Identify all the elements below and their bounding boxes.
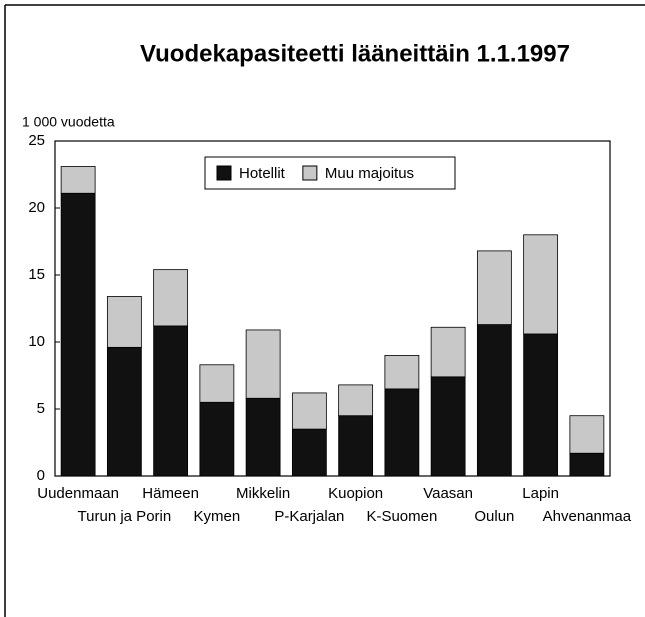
plot-frame xyxy=(54,140,611,477)
bar-segment xyxy=(384,388,420,477)
legend-label: Hotellit xyxy=(239,165,286,182)
x-tick-label: Mikkelin xyxy=(236,485,290,502)
bar-segment xyxy=(106,346,142,477)
bar-segment xyxy=(523,234,559,335)
bar-segment xyxy=(199,364,235,403)
bar-segment xyxy=(476,324,512,477)
y-tick-label: 25 xyxy=(28,132,45,149)
y-tick-label: 15 xyxy=(28,266,45,283)
bar-segment xyxy=(338,384,374,417)
bar-segment xyxy=(60,166,96,194)
x-tick-label: Ahvenanmaa xyxy=(543,508,632,525)
y-tick-label: 0 xyxy=(37,467,45,484)
x-tick-label: Kuopion xyxy=(328,485,383,502)
bar-segment xyxy=(476,250,512,325)
y-tick-label: 5 xyxy=(37,400,45,417)
bar-segment xyxy=(199,401,235,477)
bar-segment xyxy=(153,269,189,327)
y-tick-label: 20 xyxy=(28,199,45,216)
bar-segment xyxy=(291,428,327,477)
legend-swatch xyxy=(216,165,232,181)
x-tick-label: K-Suomen xyxy=(366,508,437,525)
bar-segment xyxy=(338,415,374,477)
bar-segment xyxy=(430,376,466,477)
bar-segment xyxy=(245,397,281,477)
bar-segment xyxy=(569,452,605,477)
y-axis-label: 1 000 vuodetta xyxy=(22,114,115,130)
bar-segment xyxy=(60,192,96,477)
legend-label: Muu majoitus xyxy=(325,165,414,182)
x-tick-label: Hämeen xyxy=(142,485,199,502)
x-tick-label: P-Karjalan xyxy=(274,508,344,525)
bar-segment xyxy=(245,329,281,399)
x-tick-label: Kymen xyxy=(194,508,241,525)
bar-segment xyxy=(384,354,420,390)
x-tick-label: Vaasan xyxy=(423,485,473,502)
x-tick-label: Uudenmaan xyxy=(37,485,119,502)
chart-title: Vuodekapasiteetti lääneittäin 1.1.1997 xyxy=(140,40,570,67)
bar-segment xyxy=(523,333,559,477)
x-tick-label: Oulun xyxy=(474,508,514,525)
y-tick-label: 10 xyxy=(28,333,45,350)
bar-segment xyxy=(569,415,605,454)
legend-box xyxy=(204,156,456,190)
x-tick-label: Turun ja Porin xyxy=(78,508,172,525)
bar-segment xyxy=(106,296,142,348)
legend-swatch xyxy=(302,165,318,181)
bar-segment xyxy=(153,325,189,477)
bar-segment xyxy=(430,326,466,378)
x-tick-label: Lapin xyxy=(522,485,559,502)
bar-segment xyxy=(291,392,327,430)
